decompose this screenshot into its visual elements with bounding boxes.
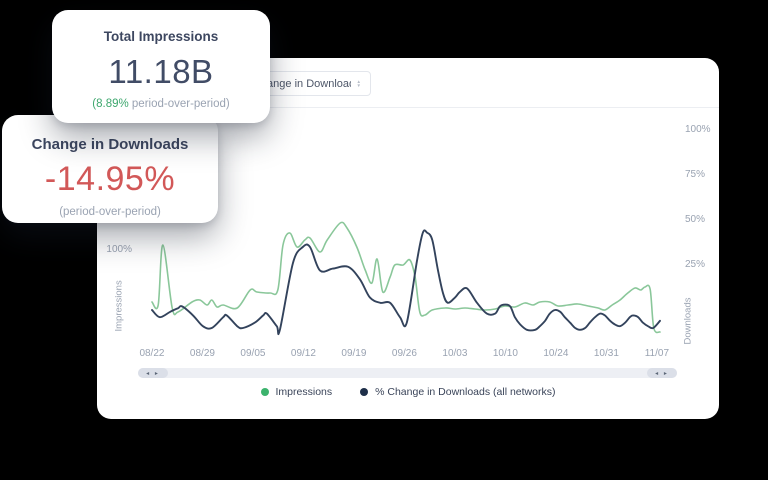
legend-label: Impressions bbox=[275, 386, 333, 398]
impressions-change-percent: (8.89% bbox=[92, 98, 129, 110]
y-tick-label: 100% bbox=[685, 124, 711, 135]
legend-dot-icon bbox=[260, 388, 269, 396]
x-tick-label: 10/03 bbox=[442, 348, 468, 359]
change-in-downloads-value: -14.95% bbox=[44, 160, 176, 198]
chart-svg bbox=[151, 221, 661, 335]
total-impressions-change: (8.89% period-over-period) bbox=[52, 98, 270, 110]
right-axis-title: Downloads bbox=[682, 297, 694, 345]
x-tick-label: 11/07 bbox=[644, 348, 670, 359]
x-tick-label: 08/29 bbox=[189, 348, 215, 359]
total-impressions-card: Total Impressions 11.18B (8.89% period-o… bbox=[52, 10, 270, 123]
x-tick-label: 08/22 bbox=[139, 348, 165, 359]
y-tick-label: 50% bbox=[685, 214, 706, 225]
total-impressions-title: Total Impressions bbox=[103, 29, 219, 44]
total-impressions-value: 11.18B bbox=[108, 53, 214, 90]
left-axis-title: Impressions bbox=[113, 280, 125, 332]
x-tick-label: 10/31 bbox=[593, 348, 619, 359]
metric-dropdown-value: Change in Downloads bbox=[253, 77, 351, 90]
scrollbar-handle-left[interactable]: ◂ ▸ bbox=[138, 368, 168, 378]
x-tick-label: 09/05 bbox=[240, 348, 266, 359]
y-tick-label: 100% bbox=[106, 244, 132, 255]
select-arrows-icon: ▲ ▼ bbox=[356, 78, 361, 88]
header-divider bbox=[97, 107, 719, 108]
chart-scrollbar[interactable]: ◂ ▸ ◂ ▸ bbox=[138, 368, 677, 378]
legend-label: % Change in Downloads (all networks) bbox=[375, 386, 556, 398]
legend-dot-icon bbox=[360, 388, 369, 396]
downloads-line bbox=[151, 229, 661, 335]
chart-panel: Change in Downloads ▲ ▼ 100% Impressions … bbox=[97, 58, 719, 419]
x-tick-label: 09/12 bbox=[290, 348, 316, 359]
legend-item[interactable]: Impressions bbox=[260, 386, 333, 398]
impressions-line bbox=[151, 221, 661, 334]
chart-legend: Impressions % Change in Downloads (all ne… bbox=[97, 386, 719, 398]
legend-item[interactable]: % Change in Downloads (all networks) bbox=[360, 386, 555, 398]
change-in-downloads-subtext: (period-over-period) bbox=[59, 206, 161, 218]
change-in-downloads-title: Change in Downloads bbox=[31, 136, 189, 153]
y-tick-label: 25% bbox=[685, 259, 706, 270]
x-tick-label: 10/24 bbox=[543, 348, 569, 359]
x-tick-label: 09/26 bbox=[391, 348, 417, 359]
change-in-downloads-card: Change in Downloads -14.95% (period-over… bbox=[2, 115, 218, 223]
x-tick-label: 09/19 bbox=[341, 348, 367, 359]
scrollbar-handle-right[interactable]: ◂ ▸ bbox=[647, 368, 677, 378]
x-tick-label: 10/10 bbox=[492, 348, 518, 359]
impressions-change-suffix: period-over-period) bbox=[128, 98, 230, 110]
y-tick-label: 75% bbox=[685, 169, 706, 180]
